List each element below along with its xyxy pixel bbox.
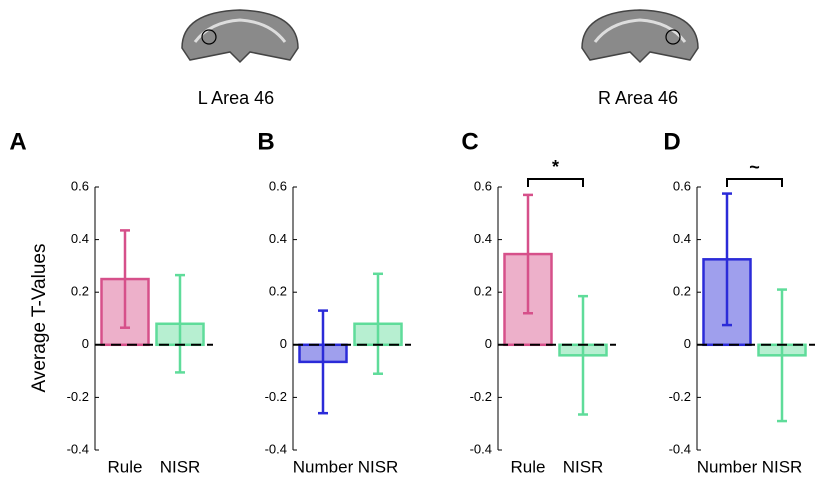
y-tick-label: 0 <box>684 336 691 351</box>
y-axis-label: Average T-Values <box>29 244 50 393</box>
y-tick-label: -0.4 <box>67 441 89 456</box>
y-tick-label: 0.6 <box>269 178 287 193</box>
x-tick-label: NISR <box>563 457 604 476</box>
error-bar <box>318 309 328 415</box>
significance-label: * <box>552 157 559 177</box>
y-tick-label: 0.4 <box>71 231 89 246</box>
x-tick-label: NISR <box>160 457 201 476</box>
y-tick-label: 0 <box>280 336 287 351</box>
y-tick-label: 0.6 <box>474 178 492 193</box>
y-tick-label: -0.2 <box>265 389 287 404</box>
group-label: R Area 46 <box>598 88 678 108</box>
y-tick-label: -0.4 <box>470 441 492 456</box>
y-tick-label: 0.4 <box>673 231 691 246</box>
panel-label: C <box>461 128 478 155</box>
significance-label: ~ <box>749 157 760 177</box>
y-tick-label: 0.2 <box>474 284 492 299</box>
error-bar <box>373 272 383 375</box>
brain-left <box>181 9 299 64</box>
y-tick-label: 0.2 <box>673 284 691 299</box>
y-tick-label: 0.6 <box>673 178 691 193</box>
error-bar <box>578 294 588 416</box>
y-tick-label: -0.2 <box>470 389 492 404</box>
y-tick-label: -0.2 <box>669 389 691 404</box>
y-tick-label: 0.2 <box>269 284 287 299</box>
x-tick-label: NISR <box>358 457 399 476</box>
error-bar <box>722 192 732 327</box>
y-tick-label: -0.4 <box>265 441 287 456</box>
panel-label: D <box>663 128 680 155</box>
y-tick-label: 0 <box>485 336 492 351</box>
x-tick-label: Number <box>697 457 758 476</box>
significance-bracket <box>527 178 584 187</box>
x-tick-label: NISR <box>762 457 803 476</box>
y-tick-label: 0.4 <box>474 231 492 246</box>
x-tick-label: Number <box>293 457 354 476</box>
group-label: L Area 46 <box>198 88 274 108</box>
brain-right <box>581 9 699 64</box>
x-tick-label: Rule <box>511 457 546 476</box>
x-tick-label: Rule <box>108 457 143 476</box>
y-tick-label: 0.6 <box>71 178 89 193</box>
y-tick-label: 0 <box>82 336 89 351</box>
panel-label: A <box>9 128 26 155</box>
y-tick-label: -0.2 <box>67 389 89 404</box>
error-bar <box>523 193 533 315</box>
panel-label: B <box>257 128 274 155</box>
error-bar <box>120 229 130 329</box>
error-bar <box>175 273 185 374</box>
y-tick-label: -0.4 <box>669 441 691 456</box>
y-tick-label: 0.4 <box>269 231 287 246</box>
significance-bracket <box>726 178 783 187</box>
y-tick-label: 0.2 <box>71 284 89 299</box>
error-bar <box>777 288 787 423</box>
